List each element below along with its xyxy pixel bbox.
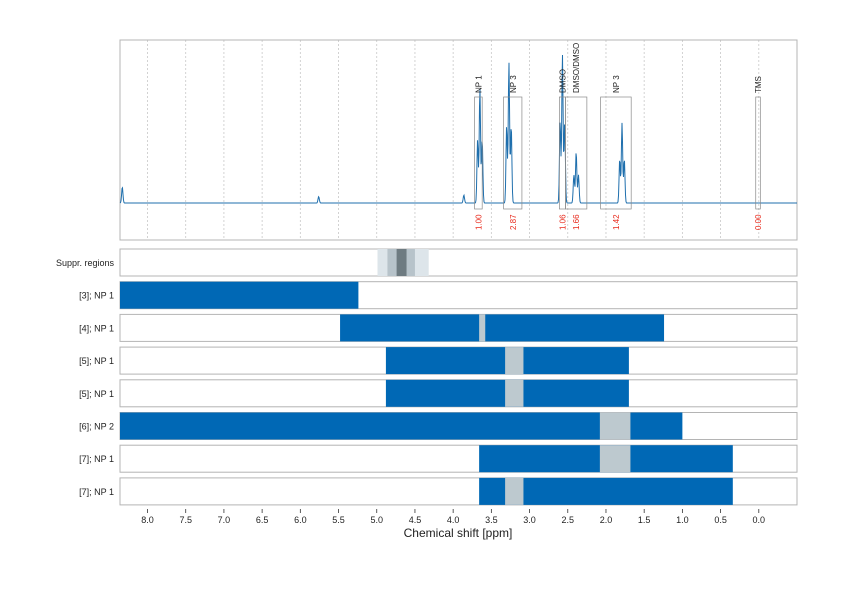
overlap-band <box>505 379 524 407</box>
x-tick-label: 1.5 <box>638 515 651 525</box>
x-tick-label: 5.5 <box>332 515 345 525</box>
x-tick-label: 5.0 <box>370 515 383 525</box>
x-tick-label: 4.0 <box>447 515 460 525</box>
x-tick-label: 4.5 <box>409 515 422 525</box>
x-tick-label: 6.0 <box>294 515 307 525</box>
overlap-band <box>505 347 524 375</box>
x-tick-label: 3.5 <box>485 515 498 525</box>
x-tick-label: 2.5 <box>562 515 575 525</box>
integral-value: 0.00 <box>754 214 763 230</box>
x-tick-label: 8.0 <box>141 515 154 525</box>
x-axis-label: Chemical shift [ppm] <box>404 526 513 540</box>
spectrum-frame <box>119 39 798 241</box>
integral-value: 2.87 <box>509 214 518 230</box>
row-label: [5]; NP 1 <box>79 356 114 366</box>
integration-box <box>559 96 566 210</box>
integration-box <box>474 96 483 210</box>
integration-box <box>755 96 761 210</box>
x-tick-label: 7.5 <box>179 515 192 525</box>
row-label: [6]; NP 2 <box>79 422 114 432</box>
range-bar <box>340 314 665 342</box>
row-label: [7]; NP 1 <box>79 487 114 497</box>
region-label: TMS <box>754 76 763 93</box>
grid-lines <box>147 40 760 240</box>
range-rows: Suppr. regions [3]; NP 1 [4]; NP 1 [5]; NP … <box>56 248 798 506</box>
x-tick-label: 3.0 <box>523 515 536 525</box>
row-label: [4]; NP 1 <box>79 323 114 333</box>
spectrum-trace <box>119 54 797 204</box>
integration-box <box>565 96 588 210</box>
x-tick-label: 0.5 <box>714 515 727 525</box>
row-label: Suppr. regions <box>56 258 115 268</box>
x-tick-label: 6.5 <box>256 515 269 525</box>
overlap-band <box>479 314 486 342</box>
integral-value: 1.42 <box>612 214 621 230</box>
range-bar <box>120 412 683 440</box>
x-axis: 8.0 7.5 7.0 6.5 6.0 5.5 5.0 4.5 4.0 3.5 3.0 2.5 2.0 1… <box>141 509 765 525</box>
row-label: [7]; NP 1 <box>79 454 114 464</box>
x-tick-label: 7.0 <box>218 515 231 525</box>
integration-box <box>503 96 523 210</box>
integration-box <box>600 96 632 210</box>
range-bar <box>120 281 359 309</box>
x-tick-label: 0.0 <box>753 515 766 525</box>
spectrum-panel: NP 1 1.00 NP 3 2.87 DMSO 1.06 DMSO/DMSO 1.66 NP … <box>119 39 798 241</box>
row-label: [5]; NP 1 <box>79 389 114 399</box>
region-label: NP 1 <box>474 75 483 93</box>
x-tick-label: 1.0 <box>676 515 689 525</box>
overlap-band <box>599 412 631 440</box>
region-label: NP 3 <box>612 75 621 93</box>
integral-value: 1.66 <box>572 214 581 230</box>
region-label: NP 3 <box>509 75 518 93</box>
region-label: DMSO/DMSO <box>572 43 581 93</box>
integral-value: 1.00 <box>474 214 483 230</box>
overlap-band <box>599 445 631 473</box>
x-tick-label: 2.0 <box>600 515 613 525</box>
integral-value: 1.06 <box>558 214 567 230</box>
row-label: [3]; NP 1 <box>79 291 114 301</box>
region-label: DMSO <box>558 69 567 93</box>
row-frame <box>119 248 798 277</box>
suppressed-band <box>396 249 407 276</box>
overlap-band <box>505 477 524 505</box>
